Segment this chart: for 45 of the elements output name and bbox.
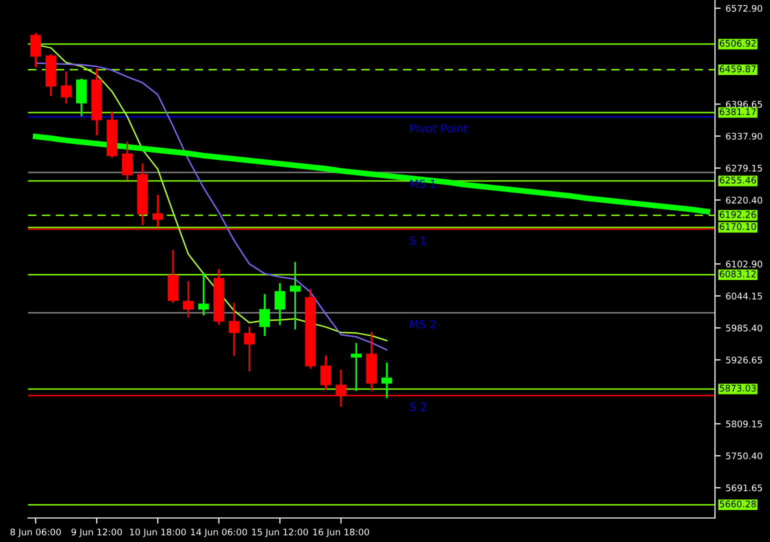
candlestick xyxy=(274,283,286,326)
candlestick xyxy=(198,272,209,316)
candlestick xyxy=(320,356,332,390)
ref-line-label: 6083.12 xyxy=(720,270,756,278)
x-tick-label: 14 Jun 06:00 xyxy=(191,528,247,538)
y-tick-label: 6572.90 xyxy=(726,4,762,12)
candlestick xyxy=(122,142,133,180)
candlestick xyxy=(76,78,87,116)
y-tick-label: 6044.15 xyxy=(726,292,762,300)
y-tick-label: 6279.15 xyxy=(726,164,762,172)
y-tick-label: 6220.40 xyxy=(726,196,762,204)
ref-line-label: 6381.17 xyxy=(720,108,756,116)
y-tick-label: 6337.90 xyxy=(726,132,762,140)
y-tick-label: 6396.65 xyxy=(726,100,762,108)
ref-line-label: 6506.92 xyxy=(720,40,756,47)
candlestick xyxy=(244,326,255,372)
ref-line-label: MS 2 xyxy=(410,320,436,328)
y-tick-label: 5750.40 xyxy=(726,452,762,460)
x-tick-label: 9 Jun 12:00 xyxy=(71,528,122,538)
y-tick-label: 5809.15 xyxy=(726,420,762,428)
y-tick-label: 5985.40 xyxy=(726,324,762,332)
x-tick-label: 8 Jun 06:00 xyxy=(10,528,61,538)
x-tick-label: 10 Jun 18:00 xyxy=(130,528,186,538)
candlestick xyxy=(381,362,392,398)
candlestick xyxy=(228,302,240,356)
ref-line-label: 5660.28 xyxy=(720,500,756,508)
ref-line-label: S 1 xyxy=(410,236,426,245)
candlestick xyxy=(350,343,362,391)
ref-line-label: Pivot Point xyxy=(410,124,468,133)
ref-line-label: 6170.10 xyxy=(720,223,756,230)
ref-line-label: 5873.03 xyxy=(720,384,756,392)
ref-line-label: S 2 xyxy=(410,402,426,412)
y-tick-label: 5691.65 xyxy=(726,484,762,492)
x-tick-label: 16 Jun 18:00 xyxy=(313,528,370,538)
ref-line-label: 6255.46 xyxy=(720,176,756,184)
candlestick xyxy=(182,281,194,318)
candlestick xyxy=(60,72,72,104)
y-tick-label: 5926.65 xyxy=(726,356,762,364)
y-tick-label: 6102.90 xyxy=(726,260,762,268)
x-tick-label: 15 Jun 12:00 xyxy=(252,528,308,538)
candlestick xyxy=(259,294,270,336)
ref-line-label: 6459.87 xyxy=(720,66,756,72)
ref-line-label: 6192.26 xyxy=(720,211,756,218)
candlestick xyxy=(290,262,301,330)
candlestick xyxy=(30,32,41,68)
